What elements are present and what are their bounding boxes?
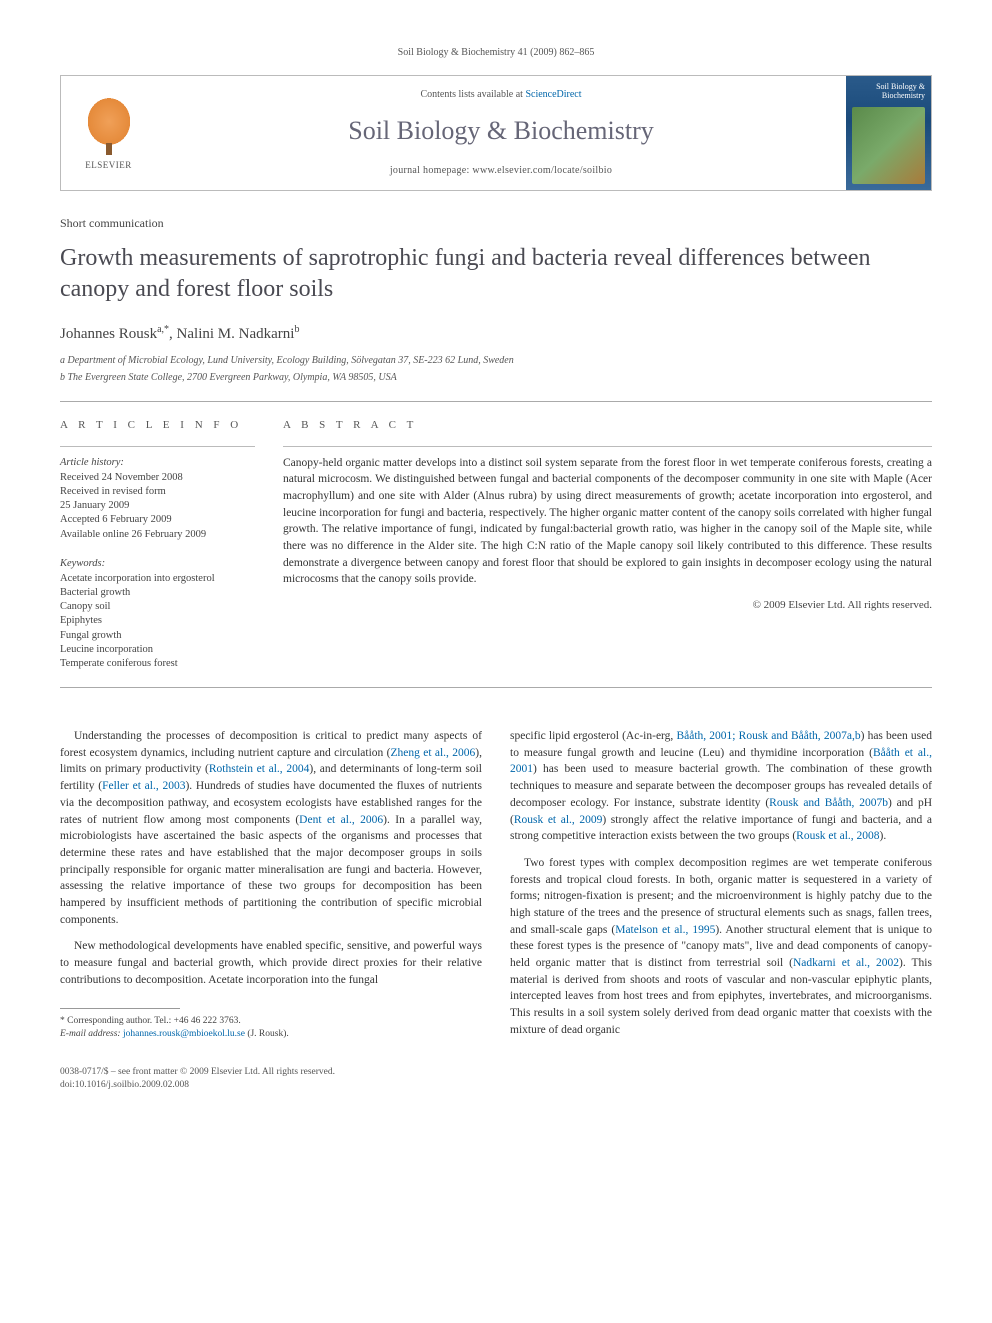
divider-2 — [60, 687, 932, 688]
history-item: Available online 26 February 2009 — [60, 528, 255, 542]
text-run: specific lipid ergosterol (Ac-in-erg, — [510, 730, 676, 742]
citation-link[interactable]: Rousk et al., 2008 — [796, 830, 879, 842]
citation-link[interactable]: Nadkarni et al., 2002 — [793, 957, 899, 969]
history-item: 25 January 2009 — [60, 499, 255, 513]
author-2-sup: b — [294, 324, 299, 335]
journal-cover-thumbnail[interactable]: Soil Biology & Biochemistry — [846, 76, 931, 191]
info-divider — [60, 446, 255, 447]
abstract-column: A B S T R A C T Canopy-held organic matt… — [283, 418, 932, 671]
author-1-sup: a,* — [157, 324, 169, 335]
corresponding-author-footnote: * Corresponding author. Tel.: +46 46 222… — [60, 1015, 482, 1028]
keyword-item: Acetate incorporation into ergosterol — [60, 572, 255, 586]
body-left-p1: Understanding the processes of decomposi… — [60, 728, 482, 928]
citation-link[interactable]: Matelson et al., 1995 — [615, 924, 715, 936]
divider-1 — [60, 401, 932, 402]
cover-image-icon — [852, 107, 925, 185]
body-right-p2: Two forest types with complex decomposit… — [510, 855, 932, 1038]
citation-link[interactable]: Rothstein et al., 2004 — [209, 763, 309, 775]
body-left-p2: New methodological developments have ena… — [60, 938, 482, 988]
keyword-item: Bacterial growth — [60, 586, 255, 600]
abstract-label: A B S T R A C T — [283, 418, 932, 434]
header-center: Contents lists available at ScienceDirec… — [156, 76, 846, 191]
journal-header-box: ELSEVIER Contents lists available at Sci… — [60, 75, 932, 192]
abstract-text: Canopy-held organic matter develops into… — [283, 455, 932, 588]
email-suffix: (J. Rousk). — [245, 1029, 289, 1039]
keywords-list: Acetate incorporation into ergosterolBac… — [60, 572, 255, 671]
body-column-right: specific lipid ergosterol (Ac-in-erg, Bå… — [510, 728, 932, 1048]
citation-link[interactable]: Bååth, 2001; Rousk and Bååth, 2007a,b — [676, 730, 860, 742]
history-item: Received 24 November 2008 — [60, 471, 255, 485]
article-type: Short communication — [60, 215, 932, 232]
citation-link[interactable]: Zheng et al., 2006 — [390, 747, 475, 759]
contents-available-line: Contents lists available at ScienceDirec… — [166, 88, 836, 103]
affiliation-a: a Department of Microbial Ecology, Lund … — [60, 354, 932, 368]
page-container: Soil Biology & Biochemistry 41 (2009) 86… — [0, 0, 992, 1132]
email-footnote: E-mail address: johannes.rousk@mbioekol.… — [60, 1028, 482, 1041]
info-abstract-row: A R T I C L E I N F O Article history: R… — [60, 418, 932, 671]
keyword-item: Leucine incorporation — [60, 643, 255, 657]
abstract-copyright: © 2009 Elsevier Ltd. All rights reserved… — [283, 598, 932, 614]
text-run: ). In a parallel way, microbiologists ha… — [60, 814, 482, 926]
citation-link[interactable]: Rousk et al., 2009 — [514, 814, 603, 826]
abstract-divider — [283, 446, 932, 447]
keywords-label: Keywords: — [60, 556, 255, 571]
cover-title: Soil Biology & Biochemistry — [852, 82, 925, 101]
keyword-item: Epiphytes — [60, 614, 255, 628]
elsevier-tree-icon — [84, 94, 134, 149]
article-info-column: A R T I C L E I N F O Article history: R… — [60, 418, 255, 671]
footer-line-1: 0038-0717/$ – see front matter © 2009 El… — [60, 1066, 932, 1079]
sciencedirect-link[interactable]: ScienceDirect — [525, 89, 581, 100]
article-info-label: A R T I C L E I N F O — [60, 418, 255, 434]
journal-homepage[interactable]: journal homepage: www.elsevier.com/locat… — [166, 164, 836, 179]
footer-line-2: doi:10.1016/j.soilbio.2009.02.008 — [60, 1079, 932, 1092]
article-title: Growth measurements of saprotrophic fung… — [60, 243, 932, 305]
citation-link[interactable]: Feller et al., 2003 — [102, 780, 185, 792]
keyword-item: Temperate coniferous forest — [60, 657, 255, 671]
contents-prefix: Contents lists available at — [420, 89, 525, 100]
footnote-rule — [60, 1008, 180, 1009]
publisher-name: ELSEVIER — [85, 159, 132, 172]
email-label: E-mail address: — [60, 1029, 123, 1039]
keyword-item: Fungal growth — [60, 629, 255, 643]
history-list: Received 24 November 2008Received in rev… — [60, 471, 255, 542]
body-columns: Understanding the processes of decomposi… — [60, 728, 932, 1048]
author-2[interactable]: , Nalini M. Nadkarni — [169, 326, 294, 342]
page-footer: 0038-0717/$ – see front matter © 2009 El… — [60, 1066, 932, 1092]
history-label: Article history: — [60, 455, 255, 470]
header-citation: Soil Biology & Biochemistry 41 (2009) 86… — [60, 46, 932, 61]
history-item: Received in revised form — [60, 485, 255, 499]
body-column-left: Understanding the processes of decomposi… — [60, 728, 482, 1048]
author-list: Johannes Rouska,*, Nalini M. Nadkarnib — [60, 323, 932, 346]
history-item: Accepted 6 February 2009 — [60, 513, 255, 527]
author-1[interactable]: Johannes Rousk — [60, 326, 157, 342]
affiliation-b: b The Evergreen State College, 2700 Ever… — [60, 371, 932, 385]
text-run: ). — [880, 830, 887, 842]
citation-link[interactable]: Rousk and Bååth, 2007b — [769, 797, 888, 809]
email-link[interactable]: johannes.rousk@mbioekol.lu.se — [123, 1029, 245, 1039]
citation-link[interactable]: Dent et al., 2006 — [299, 814, 383, 826]
keyword-item: Canopy soil — [60, 600, 255, 614]
publisher-logo[interactable]: ELSEVIER — [61, 76, 156, 191]
body-right-p1: specific lipid ergosterol (Ac-in-erg, Bå… — [510, 728, 932, 845]
journal-name: Soil Biology & Biochemistry — [166, 112, 836, 150]
